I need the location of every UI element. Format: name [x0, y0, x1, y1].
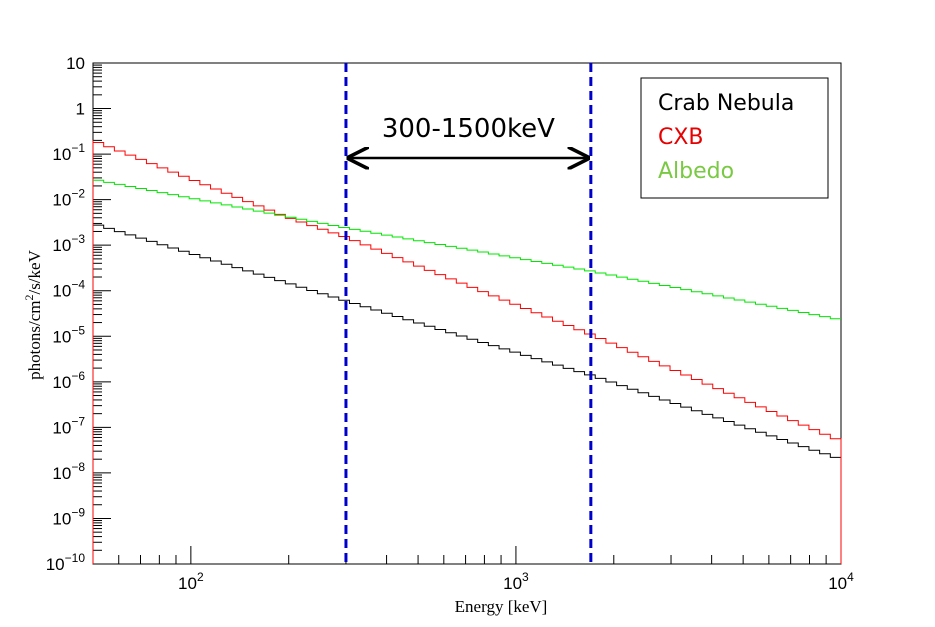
y-tick-label: 10: [66, 54, 85, 73]
y-tick-label: 1: [76, 100, 85, 119]
legend-entry: Albedo: [658, 159, 734, 184]
legend-box: [640, 77, 829, 199]
y-tick-label: 10−4: [52, 278, 85, 301]
y-tick-label: 10−9: [52, 505, 85, 528]
x-axis-title: Energy [keV]: [455, 597, 548, 616]
x-tick-label: 104: [828, 570, 854, 593]
legend-entry: Crab Nebula: [658, 91, 794, 116]
energy-band-label: 300-1500keV: [382, 114, 555, 144]
y-tick-label: 10−5: [52, 323, 85, 346]
y-tick-label: 10−7: [52, 414, 85, 437]
y-tick-label: 10−10: [46, 551, 86, 574]
series-cxb: [93, 141, 842, 564]
series-crab-nebula: [93, 224, 841, 458]
y-axis-title: photons/cm2/s/keV: [22, 249, 44, 379]
series-albedo: [93, 179, 841, 320]
x-tick-label: 103: [503, 570, 529, 593]
y-tick-label: 10−8: [52, 460, 85, 483]
y-tick-label: 10−6: [52, 369, 85, 392]
legend-entry: CXB: [658, 125, 704, 150]
y-tick-label: 10−1: [52, 141, 85, 164]
y-tick-label: 10−3: [52, 232, 85, 255]
y-tick-label: 10−2: [52, 187, 85, 210]
x-tick-label: 102: [178, 570, 204, 593]
